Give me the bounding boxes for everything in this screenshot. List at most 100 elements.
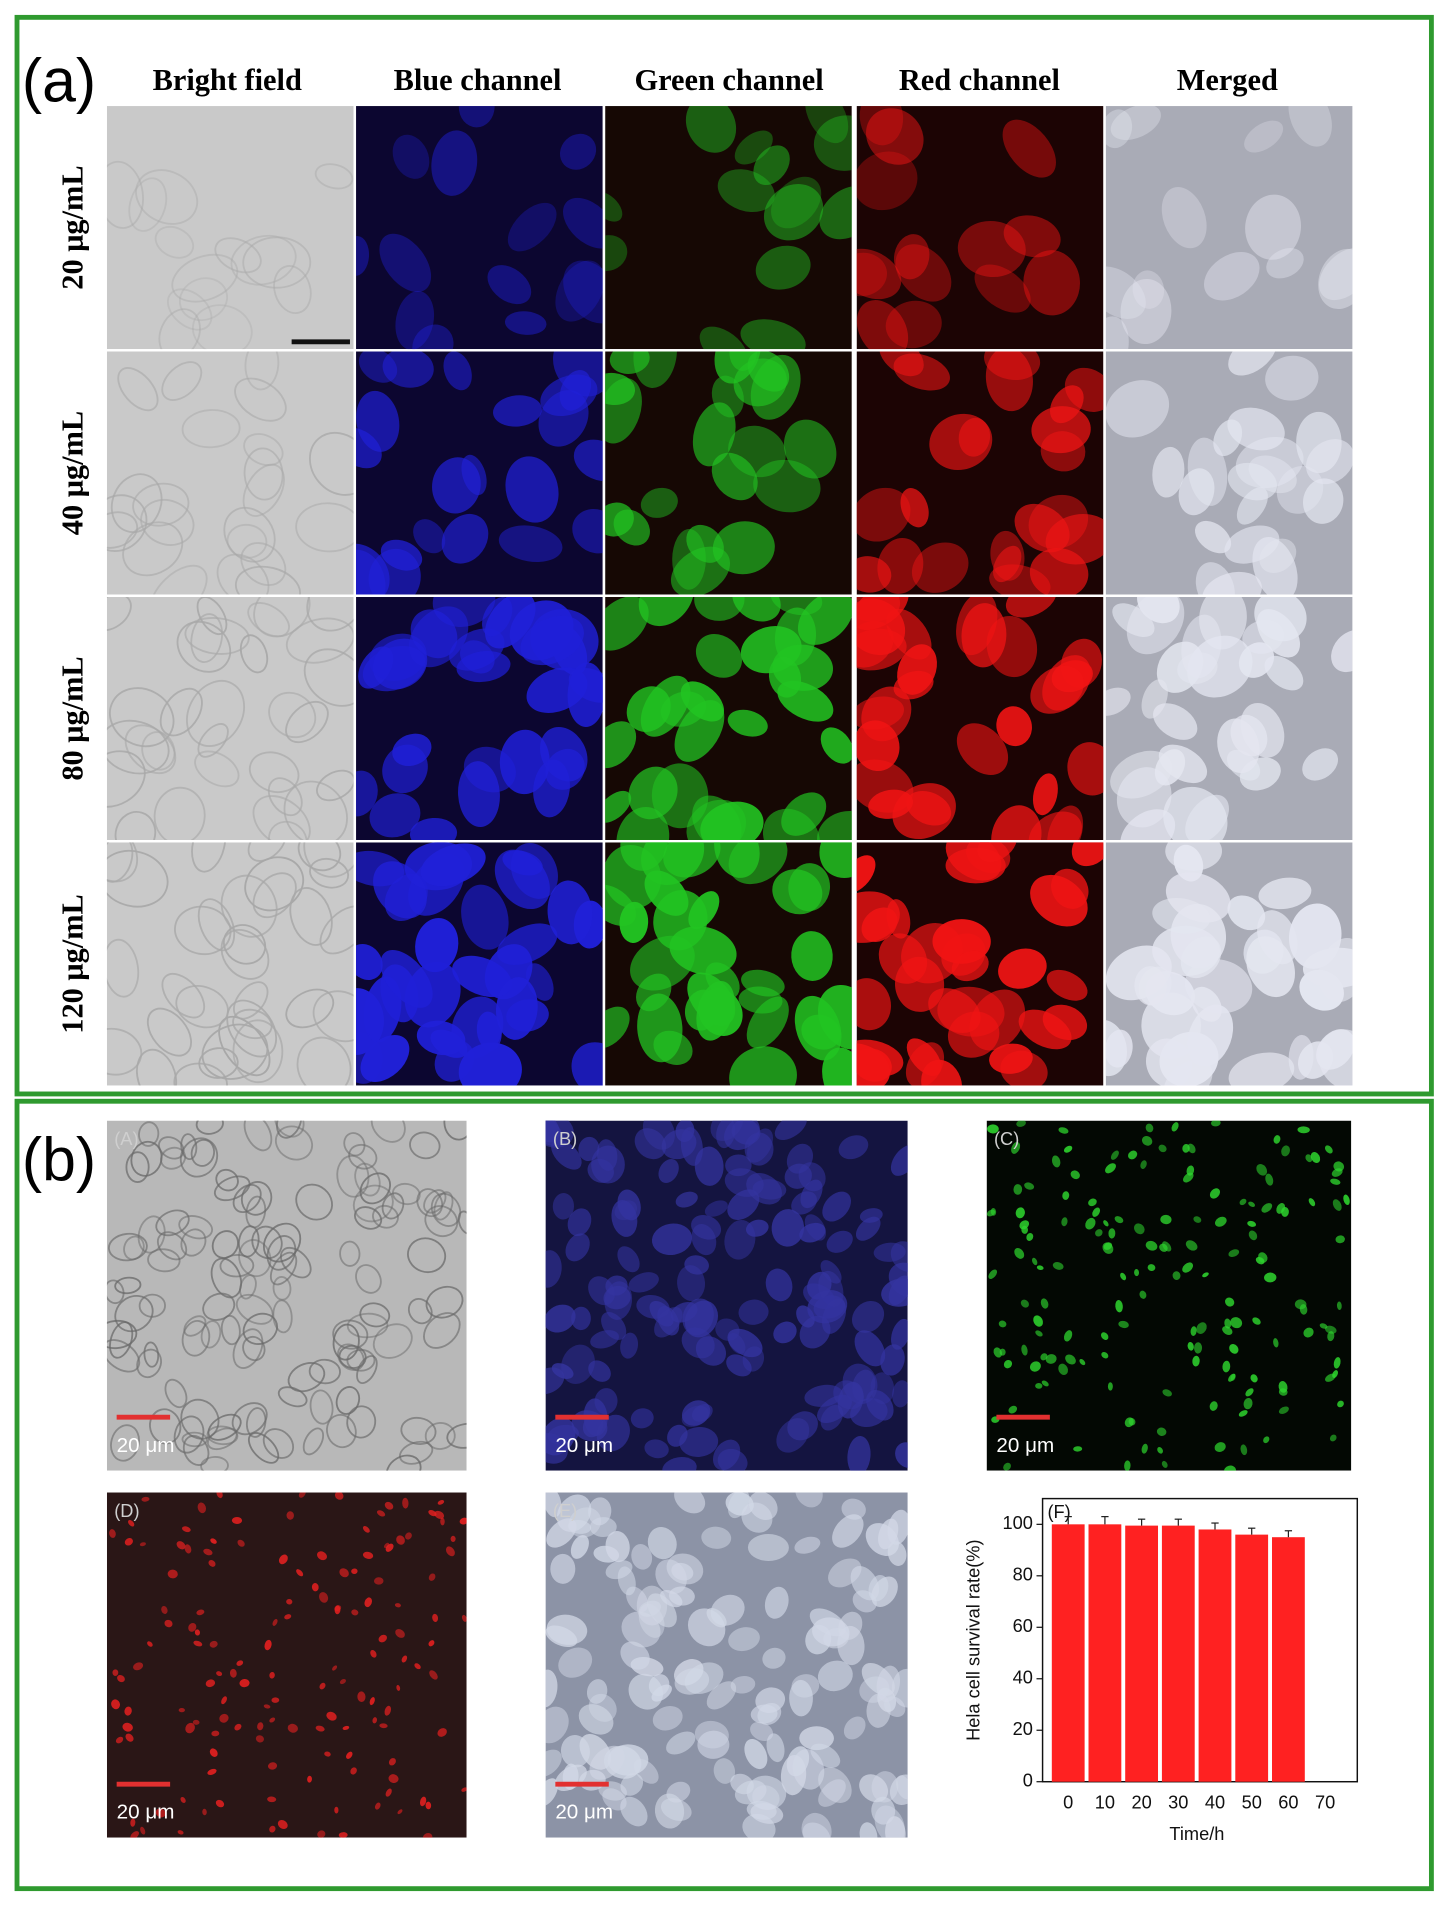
cell — [1337, 1400, 1344, 1408]
cell — [132, 482, 190, 527]
cell — [409, 817, 458, 840]
cell — [285, 617, 354, 664]
cell — [651, 1223, 693, 1256]
cell — [747, 1534, 789, 1561]
cell — [1281, 1145, 1290, 1157]
x-tick-label: 60 — [1278, 1792, 1298, 1812]
cell — [155, 1808, 166, 1818]
cell — [200, 1320, 222, 1349]
cell — [1023, 250, 1080, 316]
cell — [1236, 487, 1268, 525]
micrograph — [986, 1120, 1352, 1471]
cell — [616, 806, 670, 840]
cell — [461, 1787, 467, 1792]
cell — [156, 1231, 188, 1261]
cell — [1063, 1145, 1073, 1153]
cell — [369, 793, 421, 838]
cell — [893, 670, 934, 700]
cell — [843, 1716, 866, 1740]
cell — [216, 553, 270, 595]
cell — [278, 1554, 288, 1565]
cell — [237, 1539, 245, 1547]
cell — [506, 999, 549, 1032]
cell — [306, 596, 354, 632]
x-tick-label: 70 — [1315, 1792, 1335, 1812]
cell — [1194, 1342, 1203, 1354]
cell — [1294, 1299, 1307, 1310]
cell — [268, 691, 317, 739]
y-tick-label: 40 — [1013, 1668, 1033, 1688]
image-background — [106, 596, 354, 840]
cell — [298, 1492, 306, 1498]
cell — [617, 1246, 640, 1273]
cell — [161, 1605, 168, 1614]
cell — [658, 1159, 679, 1183]
cell — [1159, 1031, 1219, 1086]
cell — [396, 1684, 401, 1691]
cell — [316, 769, 354, 802]
cell — [726, 1354, 752, 1377]
cell — [402, 1497, 409, 1509]
cell — [502, 850, 543, 876]
cell — [799, 1726, 834, 1751]
cell — [493, 395, 542, 427]
cell — [774, 1120, 807, 1141]
cell — [628, 1673, 664, 1710]
cell — [356, 549, 386, 595]
cell — [713, 1758, 736, 1784]
cell — [694, 1146, 724, 1186]
cell — [1343, 1194, 1350, 1205]
cell — [106, 938, 140, 998]
cell — [777, 680, 834, 722]
cell — [374, 1802, 381, 1810]
cell — [638, 596, 694, 627]
cell — [106, 1279, 125, 1305]
cell — [787, 1411, 818, 1441]
cell — [1187, 1342, 1194, 1351]
cell — [136, 1048, 178, 1086]
cell — [1330, 1178, 1341, 1185]
cell — [856, 487, 911, 542]
cell — [194, 1629, 201, 1636]
cell — [738, 1299, 769, 1325]
cell — [871, 1796, 896, 1825]
cell — [1105, 380, 1170, 438]
cell — [140, 498, 195, 546]
cell — [748, 1492, 778, 1521]
cell — [167, 1569, 178, 1579]
cell — [363, 976, 402, 1043]
micrograph — [856, 351, 1104, 595]
cell — [717, 169, 775, 213]
cell — [1248, 1201, 1256, 1207]
cell — [208, 1559, 216, 1567]
cell — [685, 106, 737, 153]
micrograph — [106, 596, 354, 840]
cell — [724, 1168, 764, 1197]
cell — [178, 1215, 214, 1240]
cell — [303, 842, 354, 878]
cell — [234, 1723, 242, 1731]
cell — [893, 234, 930, 280]
cell — [819, 185, 852, 240]
cell — [232, 1183, 262, 1214]
cell — [450, 1535, 456, 1543]
cell — [755, 245, 811, 290]
cell — [856, 252, 888, 297]
cell — [1105, 316, 1129, 350]
cell — [545, 1749, 562, 1778]
cell — [1225, 1297, 1235, 1307]
cell — [206, 1425, 239, 1446]
cell — [697, 1730, 730, 1759]
cell — [257, 1722, 264, 1731]
cell — [125, 1733, 134, 1742]
cell — [317, 1830, 326, 1838]
cell — [457, 1210, 467, 1235]
cell — [1045, 514, 1104, 565]
cell — [1173, 844, 1204, 882]
cell — [878, 1518, 899, 1550]
micrograph — [605, 842, 852, 1086]
cell — [642, 1120, 675, 1150]
cell — [1244, 120, 1284, 153]
cell — [146, 1007, 192, 1057]
cell — [343, 1132, 366, 1157]
